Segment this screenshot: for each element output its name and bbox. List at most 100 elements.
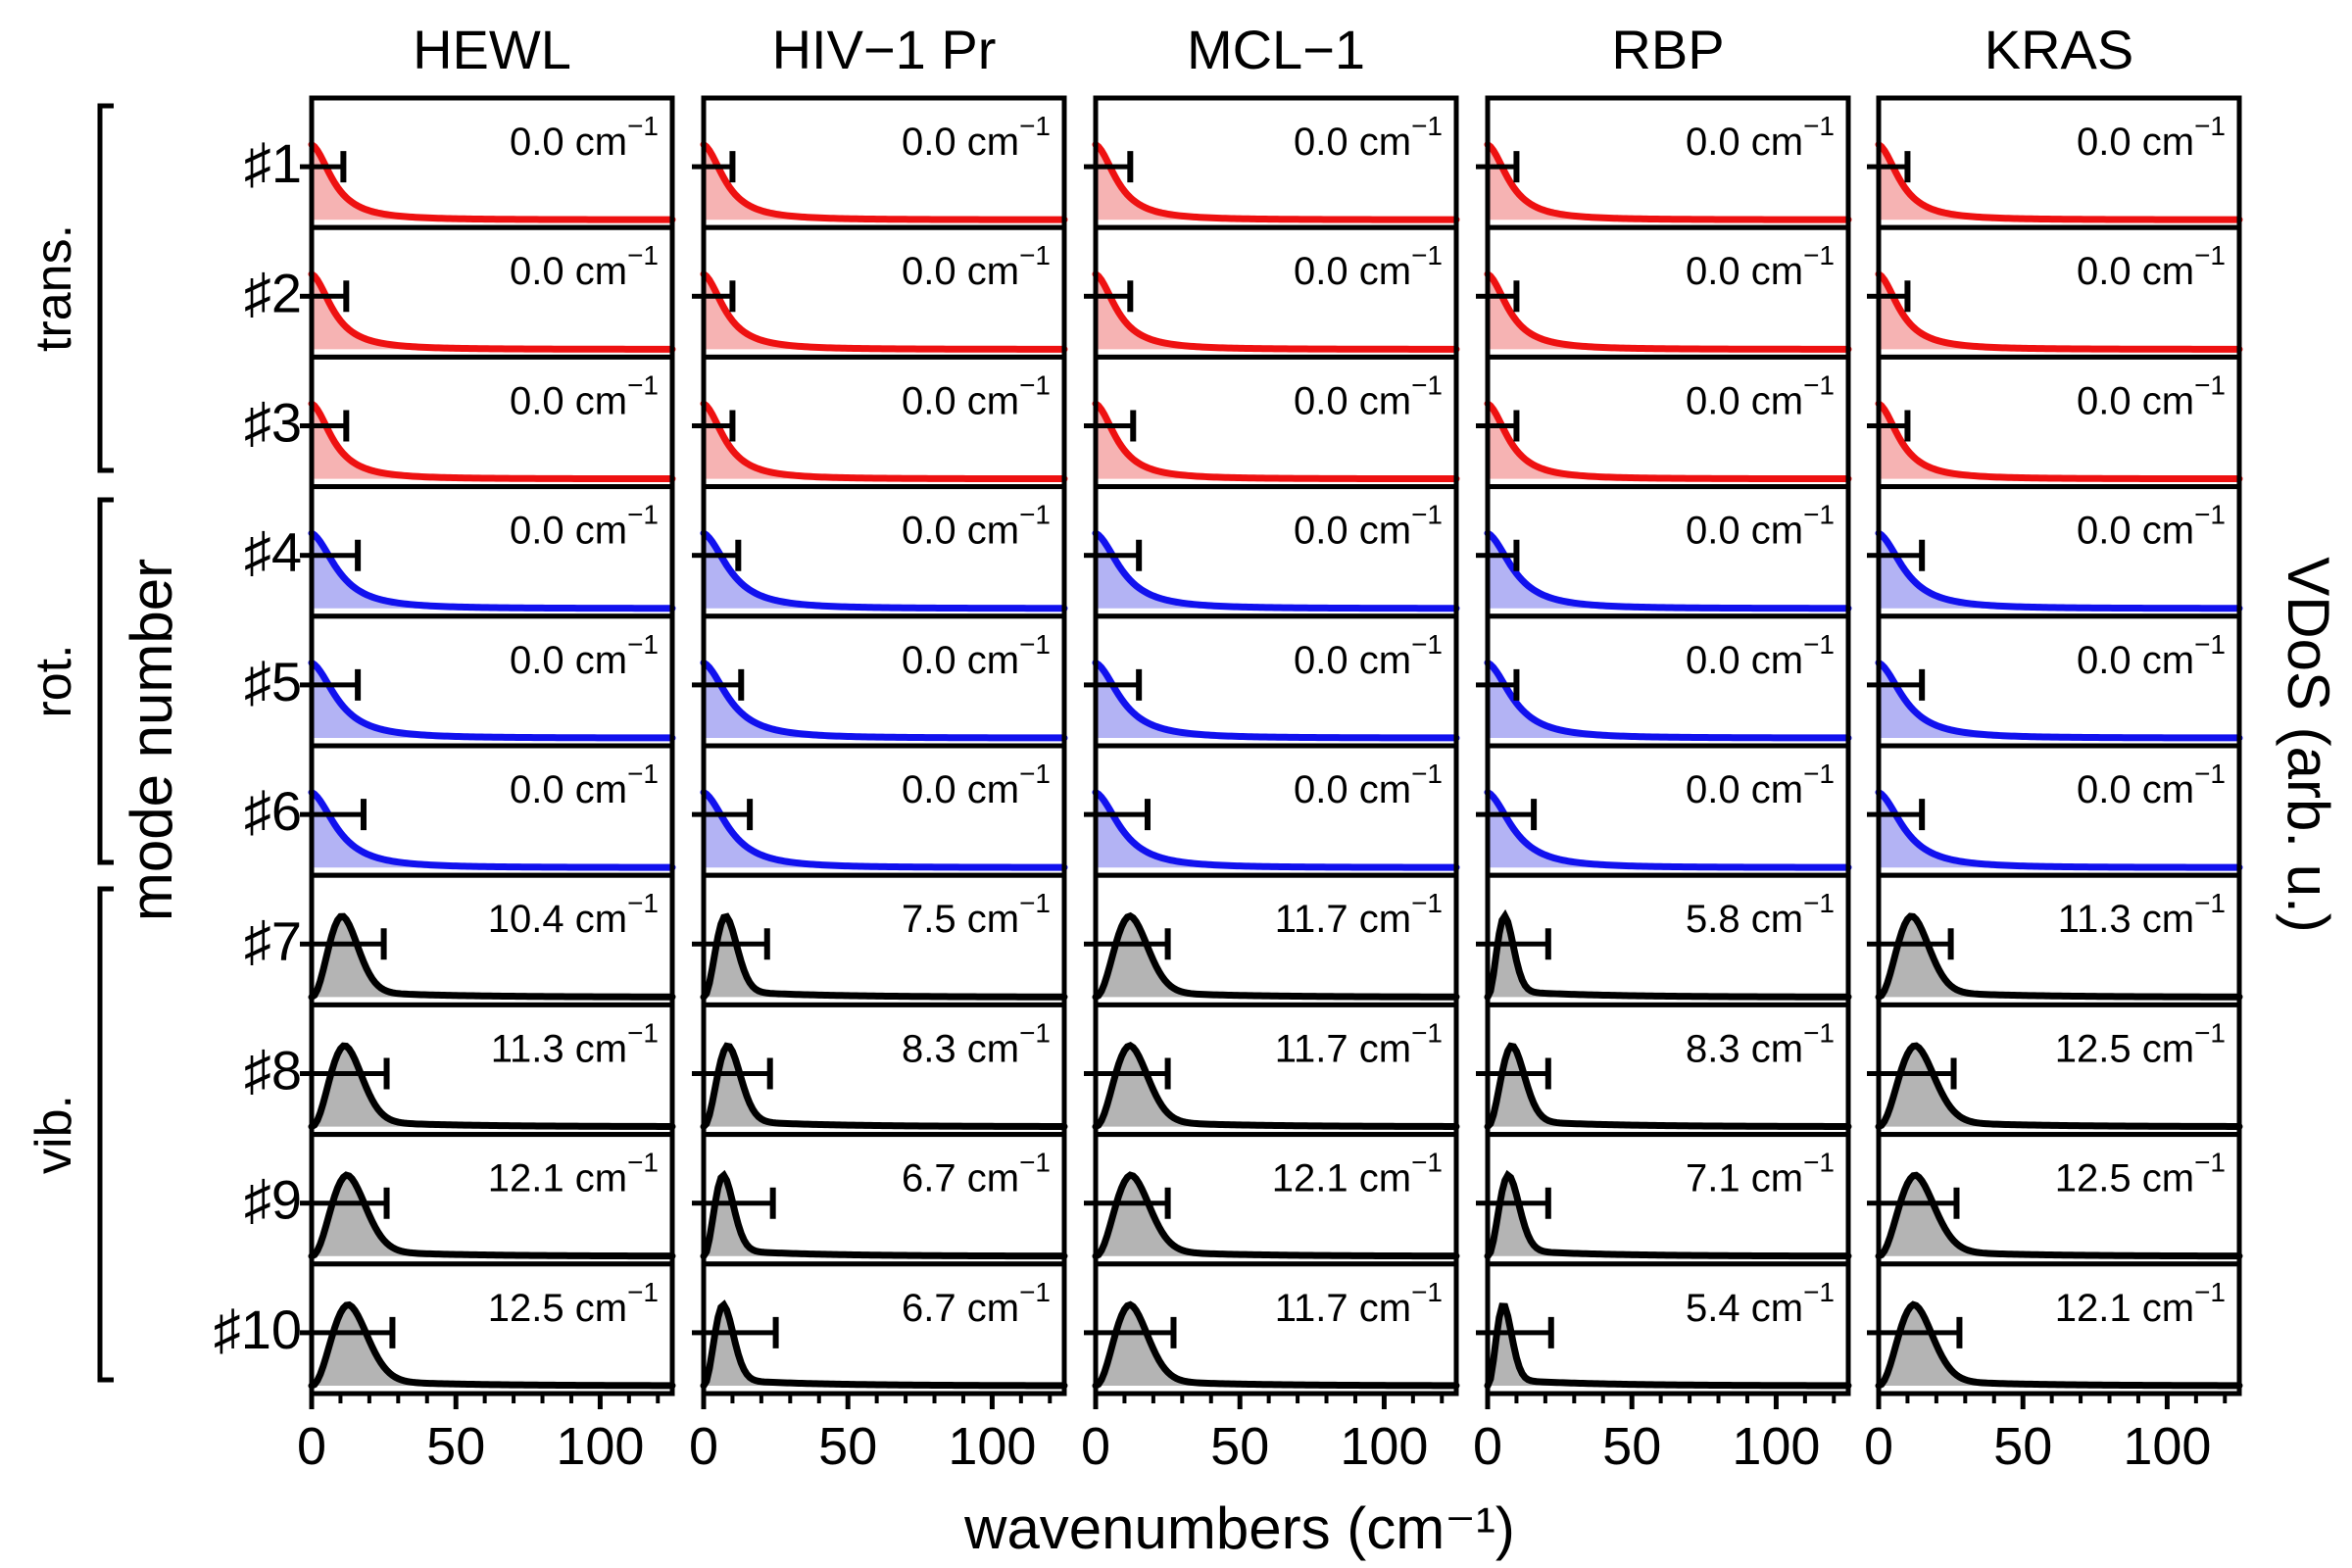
panel: 12.5 cm−1 xyxy=(1867,1002,2243,1138)
panel: 11.3 cm−1 xyxy=(300,1002,676,1138)
panel: 5.8 cm−1 xyxy=(1476,872,1852,1007)
vdos-curve xyxy=(1092,270,1460,353)
vdos-area xyxy=(312,403,672,479)
y-axis-title-left: mode number xyxy=(119,559,184,921)
vdos-curve xyxy=(308,1042,676,1131)
vdos-area xyxy=(312,1046,672,1127)
vdos-curve xyxy=(1875,1042,2243,1131)
mode-labels: ♯1 ♯2 ♯3 ♯4 ♯5 ♯6 ♯7 ♯8 ♯9 ♯10 xyxy=(214,132,302,1360)
peak-label-superscript: −1 xyxy=(627,629,659,660)
panel-background xyxy=(704,98,1064,228)
vdos-curve xyxy=(1092,789,1460,871)
vdos-curve xyxy=(700,912,1068,1001)
vdos-area xyxy=(1488,533,1848,609)
x-tick-label: 100 xyxy=(1732,1417,1820,1476)
vdos-curve xyxy=(700,1042,1068,1131)
peak-label-superscript: −1 xyxy=(1803,240,1835,270)
panel: 0.0 cm−1 xyxy=(1867,743,2243,878)
panel-background xyxy=(1096,357,1456,487)
x-axis: 0 50 100 xyxy=(1081,1394,1445,1476)
vdos-curve xyxy=(1092,1300,1460,1390)
panel-background xyxy=(704,875,1064,1005)
column-title: RBP xyxy=(1611,19,1724,80)
vdos-area xyxy=(1879,1046,2239,1127)
peak-label-superscript: −1 xyxy=(2194,111,2226,141)
group-label: vib. xyxy=(25,1095,82,1174)
vdos-area xyxy=(1096,915,1456,998)
column-title: KRAS xyxy=(1984,19,2134,80)
panel: 0.0 cm−1 xyxy=(1476,484,1852,619)
vdos-curve xyxy=(308,659,676,742)
group-bracket xyxy=(97,103,114,473)
vdos-area xyxy=(704,1304,1064,1386)
panel: 0.0 cm−1 xyxy=(692,743,1068,878)
vdos-curve xyxy=(1092,141,1460,223)
vdos-curve xyxy=(1484,1302,1852,1390)
peak-label-superscript: −1 xyxy=(2194,759,2226,789)
x-axis-title: wavenumbers (cm⁻¹) xyxy=(963,1495,1515,1561)
vdos-curve xyxy=(308,912,676,1001)
mode-label: ♯10 xyxy=(214,1298,302,1360)
peak-label-superscript: −1 xyxy=(1019,369,1051,400)
vdos-curve xyxy=(700,529,1068,612)
vdos-curve xyxy=(1875,1171,2243,1260)
x-axis: 0 50 100 xyxy=(297,1394,661,1476)
panel: 0.0 cm−1 xyxy=(692,224,1068,360)
peak-label-superscript: −1 xyxy=(1019,888,1051,918)
vdos-curve xyxy=(1484,659,1852,742)
vdos-curve xyxy=(1092,529,1460,612)
peak-label-superscript: −1 xyxy=(1803,1017,1835,1048)
peak-label-superscript: −1 xyxy=(1803,759,1835,789)
peak-label-superscript: −1 xyxy=(1019,1148,1051,1178)
panel: 0.0 cm−1 xyxy=(300,95,676,230)
vdos-curve xyxy=(308,529,676,612)
peak-label-superscript: −1 xyxy=(1803,369,1835,400)
panel-background xyxy=(1879,227,2239,358)
x-tick-label: 0 xyxy=(1081,1417,1110,1476)
vdos-curve xyxy=(700,1169,1068,1260)
column-title: HEWL xyxy=(413,19,571,80)
peak-label-superscript: −1 xyxy=(1019,240,1051,270)
panel: 6.7 cm−1 xyxy=(692,1132,1068,1267)
peak-label-superscript: −1 xyxy=(1411,1017,1443,1048)
peak-label-superscript: −1 xyxy=(1019,500,1051,530)
panel-background xyxy=(1488,227,1848,358)
panel: 8.3 cm−1 xyxy=(692,1002,1068,1138)
x-tick-label: 0 xyxy=(1864,1417,1893,1476)
panel: 12.1 cm−1 xyxy=(1084,1132,1460,1267)
vdos-area xyxy=(312,1175,672,1256)
panel: 0.0 cm−1 xyxy=(1476,95,1852,230)
vdos-area xyxy=(1879,662,2239,738)
x-tick-label: 50 xyxy=(1993,1417,2052,1476)
vdos-area xyxy=(312,144,672,220)
x-axis: 0 50 100 xyxy=(1864,1394,2228,1476)
vdos-curve xyxy=(1875,400,2243,483)
vdos-curve xyxy=(1875,1300,2243,1390)
panel: 7.5 cm−1 xyxy=(692,872,1068,1007)
panel: 12.1 cm−1 xyxy=(1867,1261,2243,1396)
panel: 0.0 cm−1 xyxy=(1867,224,2243,360)
panel: 11.7 cm−1 xyxy=(1084,872,1460,1007)
vdos-area xyxy=(704,403,1064,479)
vdos-area xyxy=(704,144,1064,220)
peak-label-superscript: −1 xyxy=(2194,888,2226,918)
panel-background xyxy=(704,1263,1064,1394)
panel: 0.0 cm−1 xyxy=(1084,95,1460,230)
column-title: MCL−1 xyxy=(1187,19,1365,80)
panel-background xyxy=(704,1134,1064,1264)
vdos-area xyxy=(1096,273,1456,350)
x-tick-label: 0 xyxy=(1473,1417,1502,1476)
panel: 8.3 cm−1 xyxy=(1476,1002,1852,1138)
vdos-area xyxy=(1879,533,2239,609)
vdos-area xyxy=(1096,144,1456,220)
x-tick-label: 100 xyxy=(556,1417,644,1476)
vdos-curve xyxy=(308,789,676,871)
peak-label-superscript: −1 xyxy=(1019,759,1051,789)
vdos-area xyxy=(1879,916,2239,998)
panel: 0.0 cm−1 xyxy=(1476,354,1852,490)
mode-label: ♯8 xyxy=(244,1040,302,1102)
vdos-area xyxy=(704,533,1064,609)
panel-frame xyxy=(309,1261,675,1396)
group-label: rot. xyxy=(25,644,82,717)
